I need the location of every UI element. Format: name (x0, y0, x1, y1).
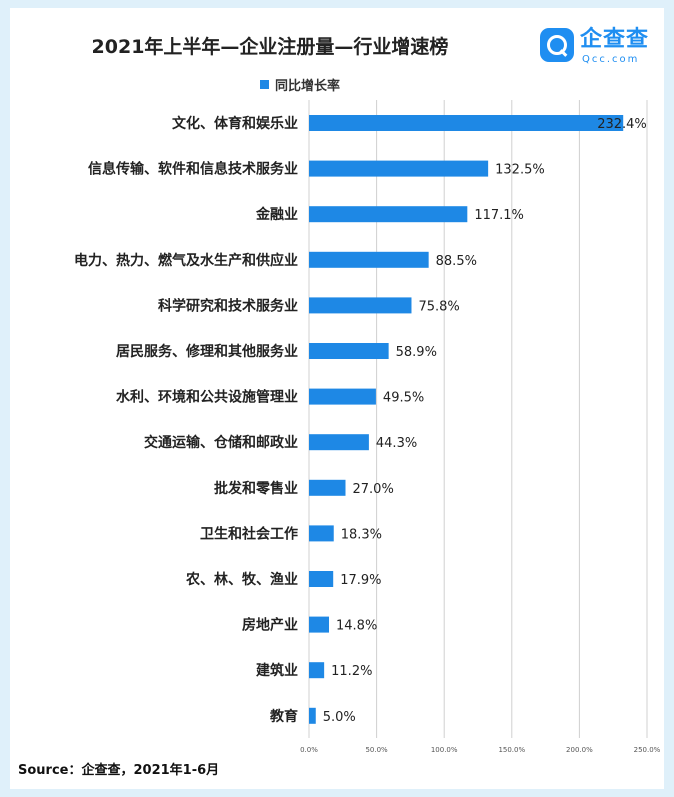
legend-label: 同比增长率 (275, 78, 341, 94)
category-label: 文化、体育和娱乐业 (172, 115, 298, 132)
bar (309, 571, 334, 587)
data-label: 27.0% (353, 482, 394, 497)
logo-subtitle: Qcc.com (582, 54, 640, 65)
bar (309, 251, 429, 268)
data-label: 117.1% (474, 208, 524, 223)
category-label: 批发和零售业 (214, 480, 298, 497)
category-label: 卫生和社会工作 (200, 525, 298, 542)
data-label: 58.9% (396, 345, 437, 360)
bar (309, 707, 316, 724)
category-label: 信息传输、软件和信息技术服务业 (88, 161, 298, 178)
brand-logo: 企查查 Qcc.com (540, 26, 660, 70)
bar (309, 297, 412, 314)
category-label: 农、林、牧、渔业 (185, 571, 298, 588)
x-tick-label: 200.0% (566, 746, 593, 754)
data-label: 5.0% (323, 710, 356, 725)
bar (309, 662, 325, 679)
data-label: 75.8% (418, 299, 459, 314)
category-label: 居民服务、修理和其他服务业 (116, 343, 298, 360)
chart-title: 2021年上半年—企业注册量—行业增速榜 (91, 36, 449, 58)
data-label: 88.5% (436, 254, 477, 269)
data-label: 132.5% (495, 163, 545, 178)
category-label: 科学研究和技术服务业 (158, 297, 298, 314)
data-label: 17.9% (340, 573, 381, 588)
data-label: 232.4% (597, 117, 647, 132)
bar (309, 525, 334, 542)
bar (309, 616, 330, 633)
category-label: 金融业 (255, 206, 298, 223)
x-tick-label: 150.0% (498, 746, 525, 754)
x-tick-label: 100.0% (431, 746, 458, 754)
bar (309, 115, 624, 131)
x-tick-label: 250.0% (634, 746, 661, 754)
bar (309, 160, 489, 177)
category-label: 电力、热力、燃气及水生产和供应业 (74, 252, 298, 269)
category-label: 交通运输、仓储和邮政业 (144, 434, 298, 451)
legend-swatch (260, 79, 269, 89)
category-label: 教育 (270, 708, 298, 725)
bar (309, 479, 346, 496)
category-label: 房地产业 (242, 617, 298, 634)
x-tick-label: 50.0% (365, 746, 388, 754)
bar (309, 434, 369, 451)
data-label: 11.2% (331, 664, 372, 679)
category-label: 水利、环境和公共设施管理业 (116, 389, 298, 406)
bar (309, 343, 389, 359)
category-label: 建筑业 (256, 662, 298, 679)
x-tick-label: 0.0% (300, 746, 318, 754)
logo-name: 企查查 (580, 27, 650, 52)
magnifier-logo-icon (540, 28, 574, 62)
data-label: 18.3% (341, 527, 382, 542)
data-label: 44.3% (376, 436, 417, 451)
source-note: Source：企查查，2021年1-6月 (18, 763, 220, 778)
data-label: 49.5% (383, 391, 424, 406)
legend: 同比增长率 (260, 76, 341, 94)
data-label: 14.8% (336, 619, 377, 634)
bar (309, 388, 376, 405)
bar (309, 206, 468, 223)
